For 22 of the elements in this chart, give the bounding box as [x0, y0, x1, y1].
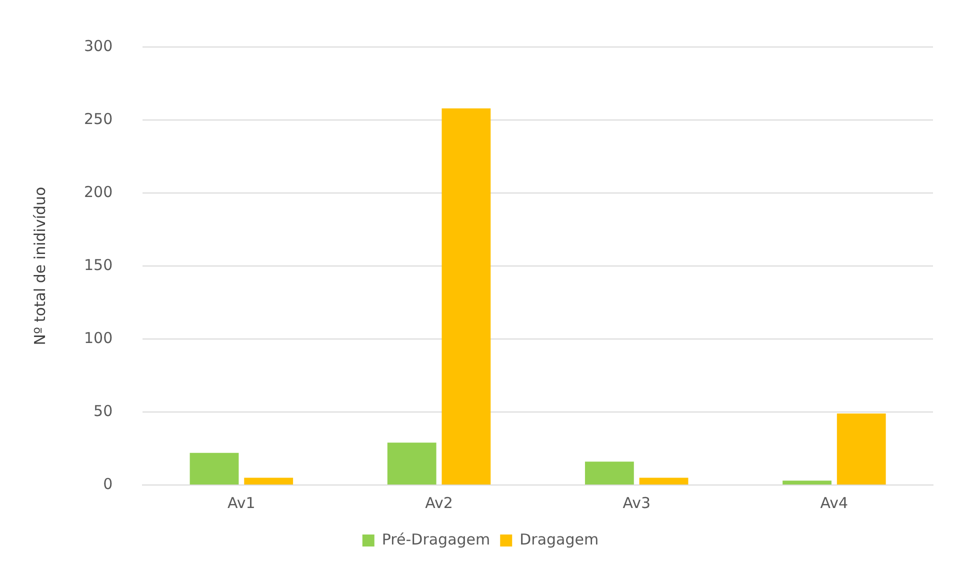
bar	[639, 478, 688, 484]
x-tick-label: Av1	[228, 494, 256, 512]
x-tick-label: Av2	[425, 494, 453, 512]
legend-label: Dragagem	[520, 530, 599, 548]
bar	[836, 413, 886, 484]
bar	[442, 108, 491, 484]
y-tick-label: 0	[103, 474, 113, 493]
x-tick-label: Av4	[820, 494, 848, 512]
bar	[584, 462, 634, 484]
y-tick-label: 300	[84, 36, 113, 55]
y-tick-label: 200	[84, 182, 113, 201]
y-axis-title: Nº total de inidivíduo	[30, 186, 49, 346]
x-tick-label: Av3	[622, 494, 651, 512]
bar	[190, 452, 239, 484]
bar	[244, 478, 294, 484]
bar	[387, 442, 436, 484]
legend-label: Pré-Dragagem	[382, 530, 490, 548]
y-tick-label: 50	[94, 402, 113, 420]
y-tick-label: 100	[84, 328, 113, 347]
y-tick-label: 150	[84, 256, 113, 274]
bar	[782, 480, 832, 484]
y-tick-label: 250	[84, 110, 113, 128]
